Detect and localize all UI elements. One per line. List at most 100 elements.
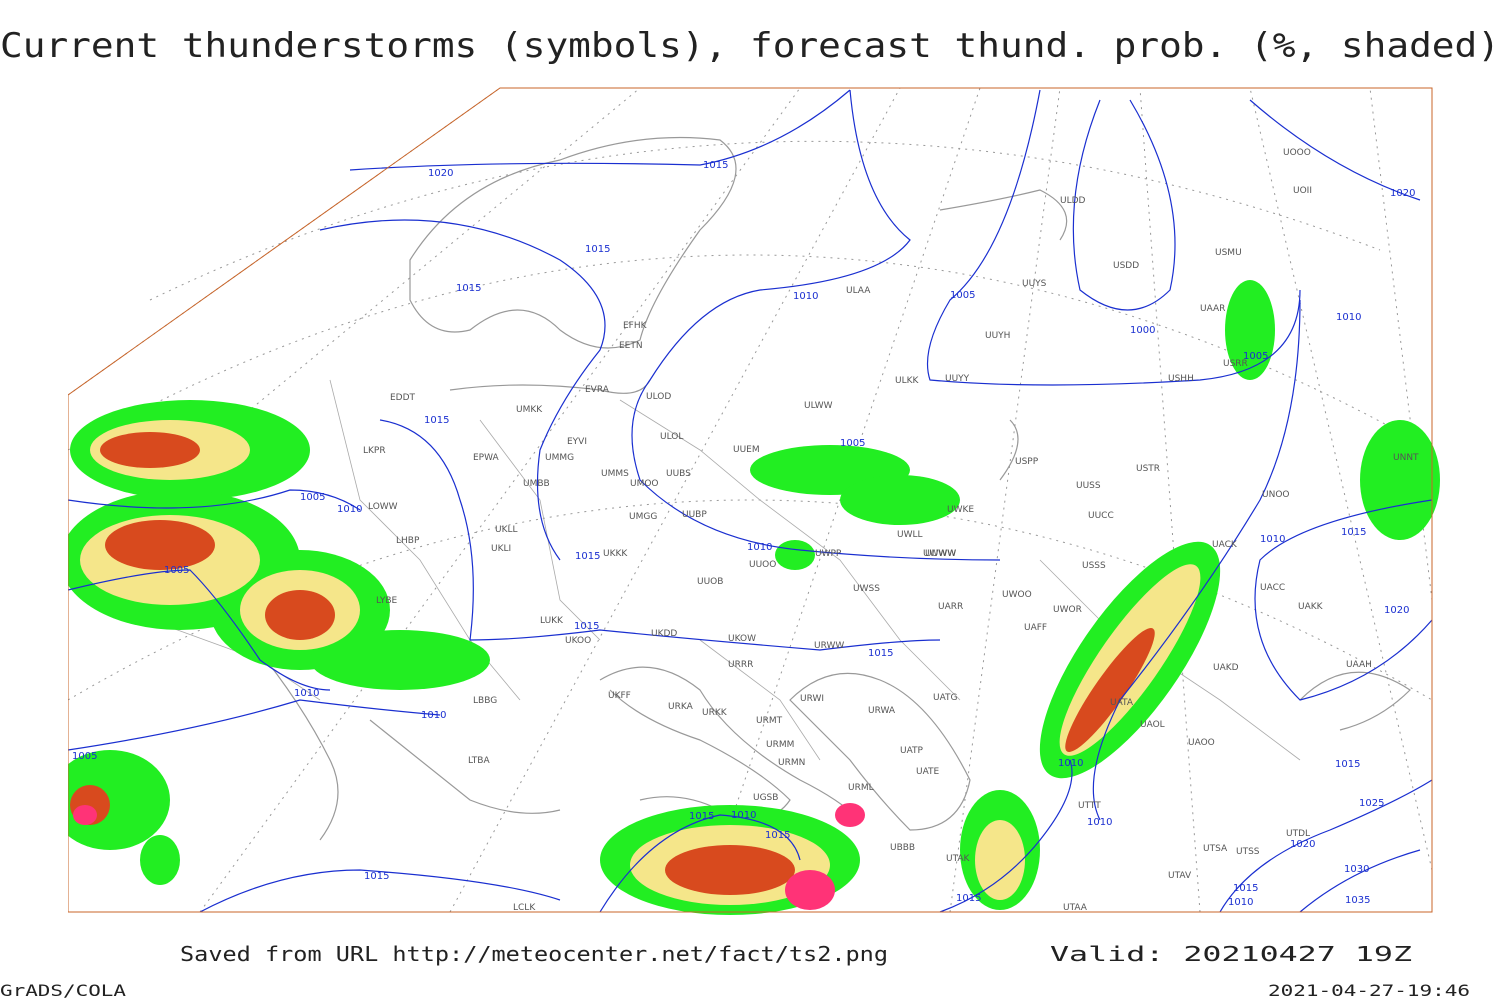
isobar-label: 1015	[689, 811, 714, 822]
isobars	[67, 89, 1433, 913]
station-code: URKK	[702, 708, 728, 718]
station-code: LOWW	[368, 502, 398, 512]
isobar-label: 1010	[1087, 817, 1112, 828]
station-code: URML	[848, 783, 874, 793]
station-code: ULOL	[660, 432, 683, 442]
labels: ULDD UUYS USDD USMU ULAA UUYH USHH ULKK UUYY ULWW…	[72, 148, 1419, 913]
station-code: UTDL	[1286, 829, 1310, 839]
station-code: UAAR	[1200, 304, 1225, 314]
station-code: UKFF	[608, 691, 631, 701]
isobar-label: 1015	[575, 551, 600, 562]
station-code: UAFF	[1024, 623, 1047, 633]
isobar-label: 1015	[1341, 527, 1366, 538]
station-code: EYVI	[567, 437, 587, 447]
isobar-label: 1015	[456, 283, 481, 294]
station-code: ULOD	[646, 392, 671, 402]
station-code: UUOO	[749, 560, 776, 570]
title: Current thunderstorms (symbols), forecas…	[0, 26, 1500, 66]
station-code: UWPP	[815, 549, 842, 559]
isobar-label: 1015	[424, 415, 449, 426]
station-code: LBBG	[473, 696, 497, 706]
station-code: URMN	[778, 758, 805, 768]
station-code: UUBS	[666, 469, 691, 479]
isobar-label: 1015	[574, 621, 599, 632]
station-code: ULWW	[804, 401, 833, 411]
station-code: USRR	[1223, 359, 1248, 369]
station-code: USHH	[1168, 374, 1194, 384]
isobar-label: 1010	[1058, 758, 1083, 769]
station-code: UTSS	[1236, 847, 1260, 857]
isobar-label: 1030	[1344, 864, 1369, 875]
station-code: USPP	[1015, 457, 1039, 467]
isobar-label: 1010	[337, 504, 362, 515]
isobar-label: 1010	[1260, 534, 1285, 545]
station-code: UWOO	[1002, 590, 1032, 600]
station-code: EVRA	[585, 385, 610, 395]
station-code: UAOO	[1188, 738, 1215, 748]
station-code: USMU	[1215, 248, 1242, 258]
isobar-label: 1020	[1384, 605, 1409, 616]
station-code: UACK	[1212, 540, 1238, 550]
station-code: UAKK	[1298, 602, 1324, 612]
station-code: USDD	[1113, 261, 1139, 271]
station-code: ULKK	[895, 376, 920, 386]
station-code: URMT	[756, 716, 783, 726]
station-code: ULDD	[1060, 196, 1086, 206]
station-code: UUSS	[1076, 481, 1101, 491]
station-code: EDDT	[390, 393, 416, 403]
isobar-label: 1020	[1390, 188, 1415, 199]
station-code: USSS	[1082, 561, 1106, 571]
timestamp: 2021-04-27-19:46	[1268, 981, 1470, 1000]
isobar-label: 1020	[428, 168, 453, 179]
station-code: UTAA	[1063, 903, 1088, 913]
station-code: URWW	[814, 641, 844, 651]
station-code: UARR	[938, 602, 963, 612]
station-code: UTTT	[1078, 801, 1101, 811]
station-code: UATG	[933, 693, 958, 703]
station-code: UBBB	[890, 843, 915, 853]
thunderstorm-probability-shading	[50, 280, 1440, 915]
station-code: EETN	[619, 341, 643, 351]
station-code: UAAH	[1346, 660, 1372, 670]
station-code: UNNT	[1393, 453, 1419, 463]
isobar-label: 1010	[731, 810, 756, 821]
isobar-label: 1005	[1243, 351, 1268, 362]
isobar-label: 1010	[747, 542, 772, 553]
station-code: UKLI	[491, 544, 511, 554]
station-code: LUKK	[540, 616, 564, 626]
station-code: URRR	[728, 660, 753, 670]
station-code: LYBE	[376, 596, 397, 606]
station-code: UUOB	[697, 577, 723, 587]
isobar-label: 1015	[364, 871, 389, 882]
isobar-label: 1005	[300, 492, 325, 503]
isobar-label: 1015	[956, 893, 981, 904]
station-code: LCLK	[513, 903, 536, 913]
isobar-label: 1005	[164, 565, 189, 576]
station-code: LTBA	[468, 756, 490, 766]
mask	[0, 88, 68, 918]
station-code: UTSA	[1203, 844, 1228, 854]
isobar-label: 1010	[793, 291, 818, 302]
station-code: UWLL	[897, 530, 923, 540]
station-code: UKDD	[651, 629, 677, 639]
station-code: UMMG	[545, 453, 574, 463]
station-code: UMBB	[523, 479, 550, 489]
station-code: UMGG	[629, 512, 657, 522]
software: GrADS/COLA	[0, 981, 126, 1000]
station-code: UATP	[900, 746, 924, 756]
station-code: UOOO	[1283, 148, 1311, 158]
station-code: UKKK	[603, 549, 628, 559]
station-code: UMMS	[601, 469, 629, 479]
station-code: UMKK	[516, 405, 543, 415]
station-code: UOII	[1293, 186, 1312, 196]
station-code: UKOW	[728, 634, 756, 644]
isobar-label: 1015	[1233, 883, 1258, 894]
source-url: Saved from URL http://meteocenter.net/fa…	[180, 942, 888, 966]
station-code: URKA	[668, 702, 694, 712]
station-code: UATE	[916, 767, 940, 777]
isobar-label: 1010	[1228, 897, 1253, 908]
station-code: LHBP	[396, 536, 420, 546]
station-code: UWWW	[923, 549, 956, 559]
isobar-label: 1010	[1336, 312, 1361, 323]
station-code: UNOO	[1262, 490, 1290, 500]
